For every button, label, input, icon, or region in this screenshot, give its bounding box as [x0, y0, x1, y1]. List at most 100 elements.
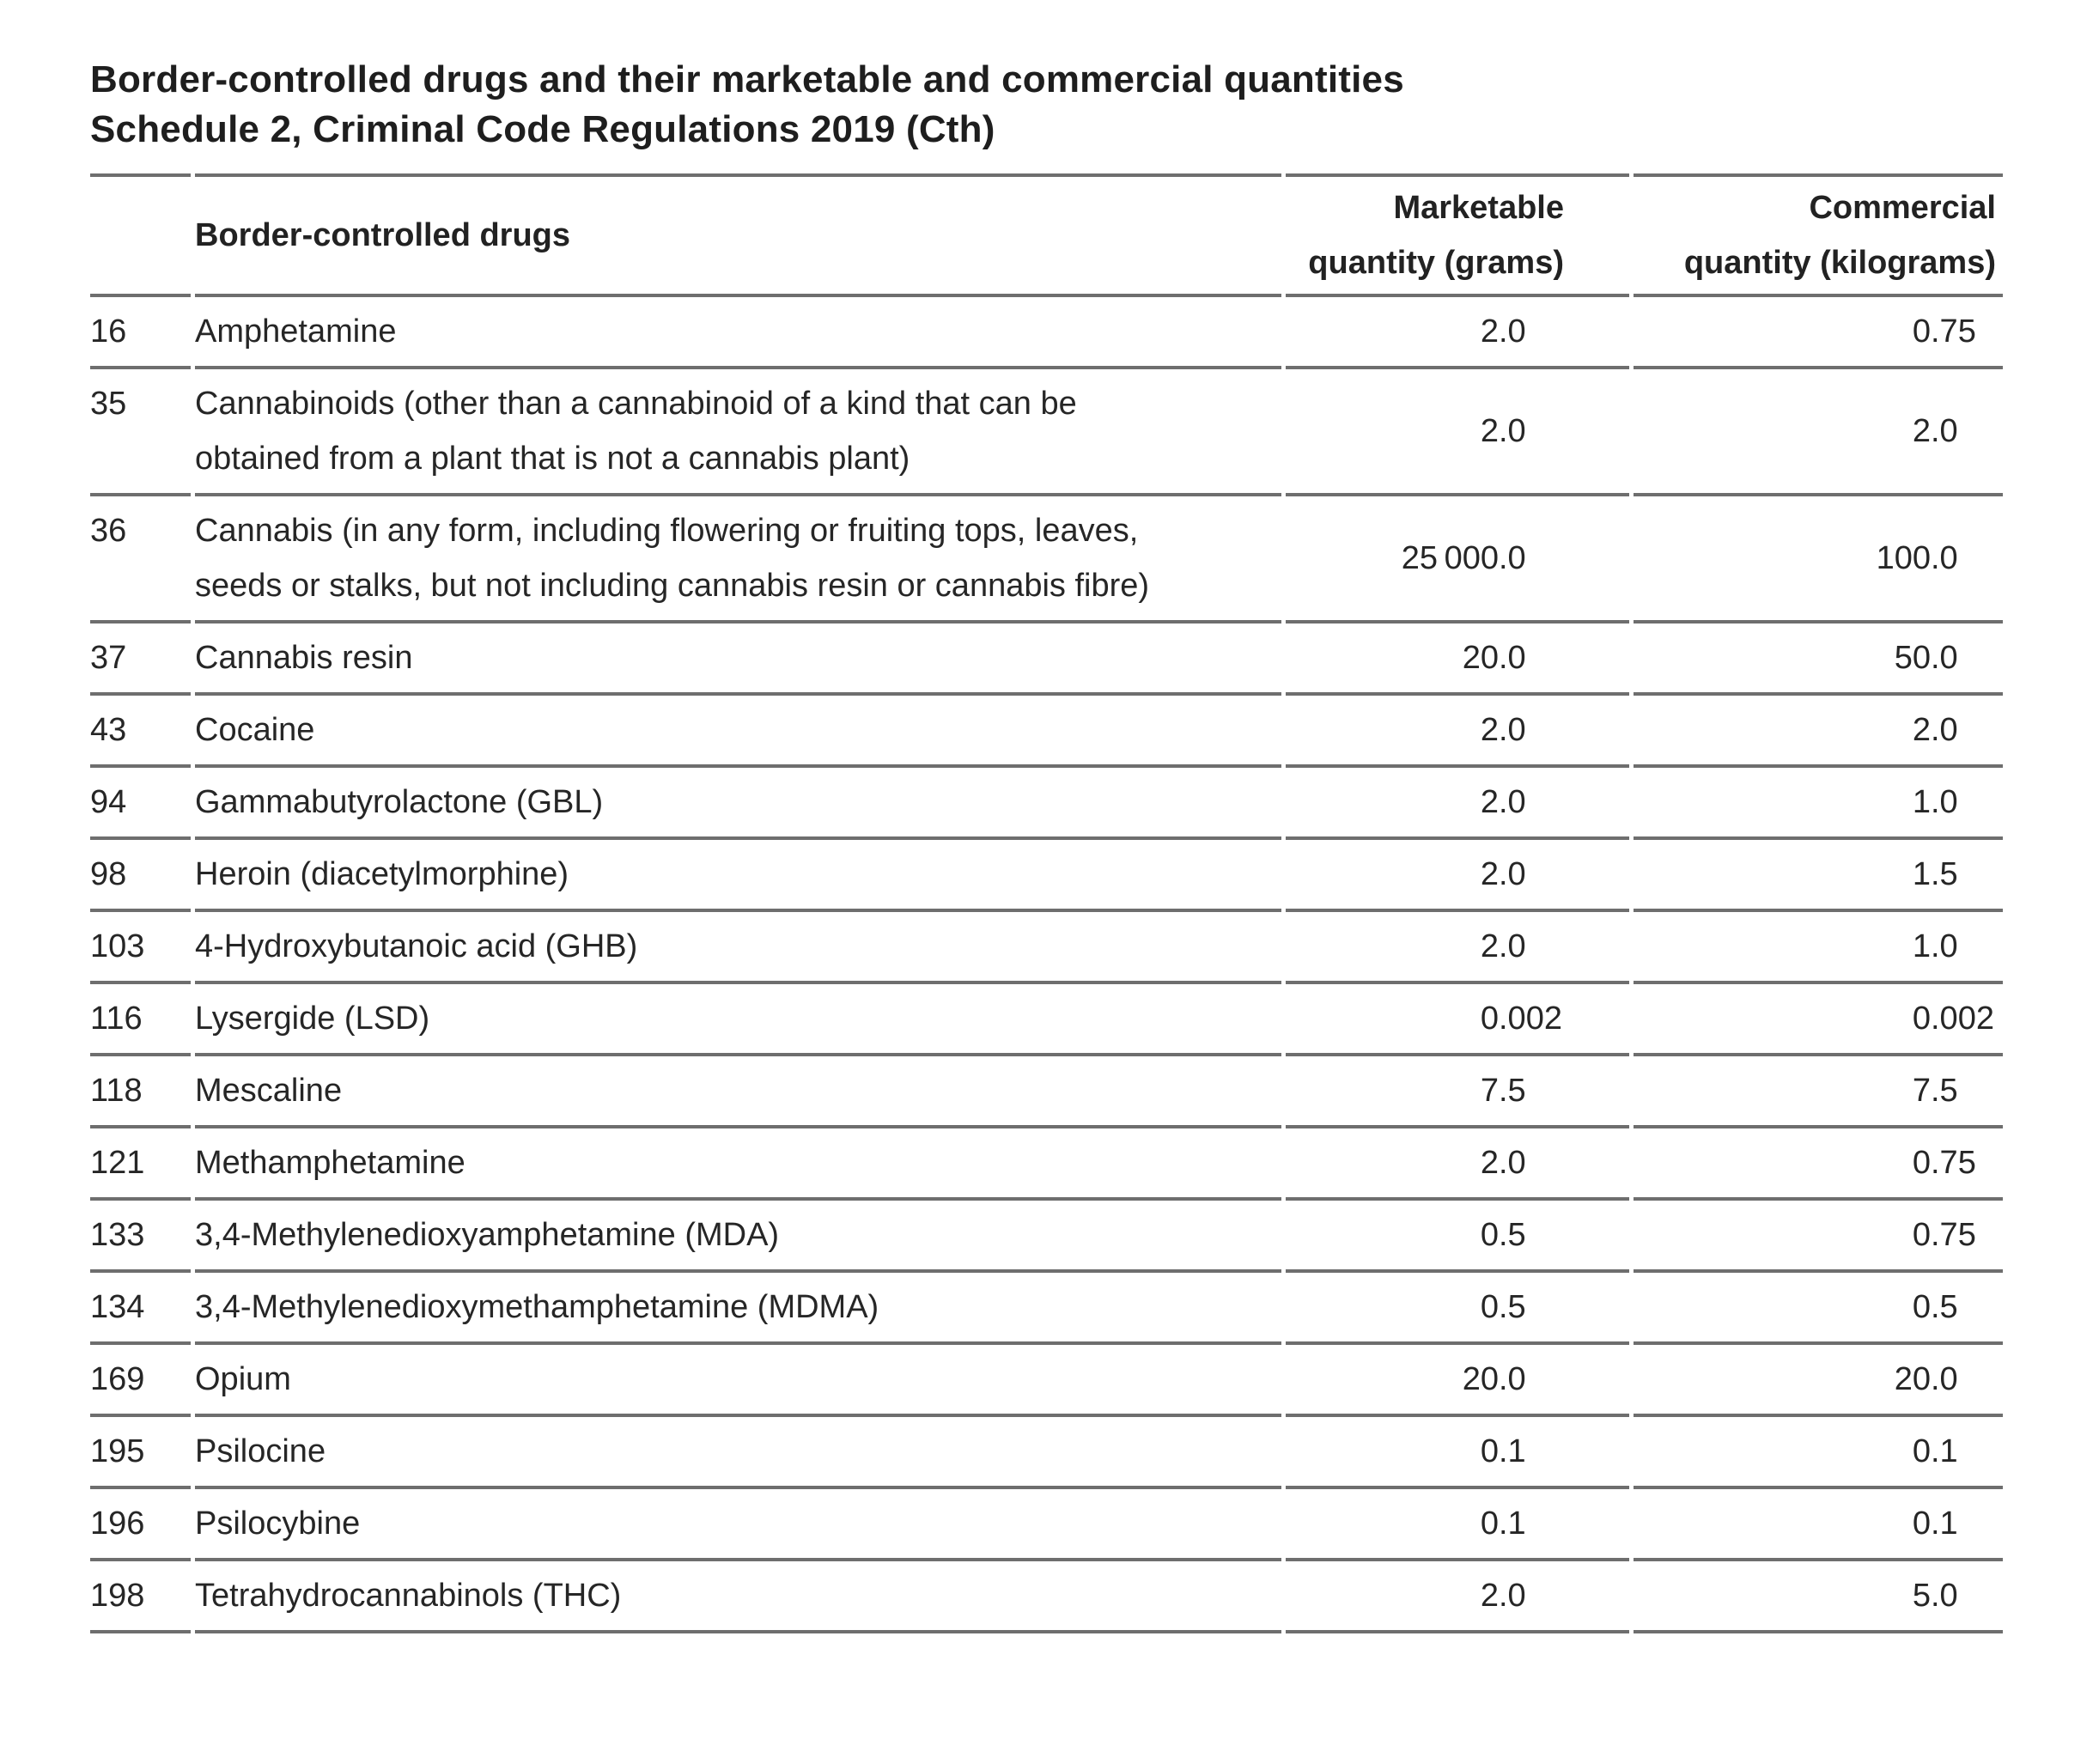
table-row: 37 Cannabis resin 20.0 50.0 [90, 623, 2003, 696]
marketable-quantity-cell: 20.0 [1286, 1345, 1629, 1417]
page-subtitle: Schedule 2, Criminal Code Regulations 20… [90, 108, 995, 150]
quantity-value: 0.75 [1912, 1217, 1976, 1253]
drug-code-cell: 43 [90, 696, 191, 768]
quantity-value: 0.002 [1480, 1001, 1562, 1037]
table-row: 133 3,4-Methylenedioxyamphetamine (MDA) 0.… [90, 1201, 2003, 1273]
table-row: 116 Lysergide (LSD) 0.002 0.002 [90, 984, 2003, 1056]
table-row: 195 Psilocine 0.1 0.1 [90, 1417, 2003, 1489]
marketable-quantity-cell: 2.0 [1286, 369, 1629, 496]
drug-name-cell: Psilocine [195, 1417, 1281, 1489]
quantity-value: 2.0 [1480, 1578, 1526, 1614]
drug-code-cell: 133 [90, 1201, 191, 1273]
drug-code-cell: 35 [90, 369, 191, 496]
drug-code-cell: 37 [90, 623, 191, 696]
drug-name-cell: Amphetamine [195, 297, 1281, 369]
quantity-value: 25 000.0 [1401, 540, 1526, 576]
quantity-value: 2.0 [1480, 413, 1526, 449]
drug-name-cell: Methamphetamine [195, 1128, 1281, 1201]
quantity-value: 7.5 [1912, 1073, 1958, 1109]
marketable-quantity-cell: 2.0 [1286, 297, 1629, 369]
table-row: 16 Amphetamine 2.0 0.75 [90, 297, 2003, 369]
drug-name-cell: Cocaine [195, 696, 1281, 768]
quantity-value: 0.75 [1912, 313, 1976, 350]
marketable-quantity-cell: 20.0 [1286, 623, 1629, 696]
drug-name-cell: Cannabis resin [195, 623, 1281, 696]
drug-name-cell: Psilocybine [195, 1489, 1281, 1561]
commercial-quantity-cell: 0.1 [1634, 1489, 2003, 1561]
quantity-value: 0.1 [1480, 1505, 1526, 1542]
marketable-quantity-cell: 2.0 [1286, 912, 1629, 984]
quantity-value: 2.0 [1480, 313, 1526, 350]
drug-code-cell: 98 [90, 840, 191, 912]
quantity-value: 0.1 [1912, 1505, 1958, 1542]
table-row: 35 Cannabinoids (other than a cannabinoid… [90, 369, 2003, 496]
quantity-value: 0.5 [1912, 1289, 1958, 1325]
table-body: 16 Amphetamine 2.0 0.75 35 Cannabinoids (othe… [90, 297, 2003, 1633]
drug-code-cell: 36 [90, 496, 191, 623]
header-code-column [90, 173, 191, 297]
drug-name-cell: Mescaline [195, 1056, 1281, 1128]
quantity-value: 0.1 [1480, 1433, 1526, 1469]
commercial-quantity-cell: 0.75 [1634, 1128, 2003, 1201]
marketable-quantity-cell: 0.002 [1286, 984, 1629, 1056]
drug-name-cell: Gammabutyrolactone (GBL) [195, 768, 1281, 840]
commercial-quantity-cell: 1.5 [1634, 840, 2003, 912]
quantity-value: 0.5 [1480, 1217, 1526, 1253]
table-header-row: Border-controlled drugs Marketable quant… [90, 173, 2003, 297]
marketable-quantity-cell: 2.0 [1286, 1561, 1629, 1633]
quantity-value: 1.0 [1912, 928, 1958, 964]
quantity-value: 1.0 [1912, 784, 1958, 820]
drug-name-cell: Lysergide (LSD) [195, 984, 1281, 1056]
drug-name-cell: Heroin (diacetylmorphine) [195, 840, 1281, 912]
quantity-value: 20.0 [1894, 1361, 1958, 1397]
drug-name-cell: 3,4-Methylenedioxyamphetamine (MDA) [195, 1201, 1281, 1273]
table-row: 198 Tetrahydrocannabinols (THC) 2.0 5.0 [90, 1561, 2003, 1633]
table-row: 103 4-Hydroxybutanoic acid (GHB) 2.0 1.0 [90, 912, 2003, 984]
drug-code-cell: 16 [90, 297, 191, 369]
page-title: Border-controlled drugs and their market… [90, 58, 1404, 100]
marketable-quantity-cell: 2.0 [1286, 696, 1629, 768]
commercial-quantity-cell: 1.0 [1634, 912, 2003, 984]
commercial-quantity-cell: 0.5 [1634, 1273, 2003, 1345]
quantity-value: 100.0 [1876, 540, 1958, 576]
quantity-value: 2.0 [1480, 856, 1526, 892]
commercial-quantity-cell: 2.0 [1634, 369, 2003, 496]
quantity-value: 20.0 [1462, 1361, 1526, 1397]
commercial-quantity-cell: 7.5 [1634, 1056, 2003, 1128]
quantity-value: 0.5 [1480, 1289, 1526, 1325]
table-row: 169 Opium 20.0 20.0 [90, 1345, 2003, 1417]
header-border-controlled-drugs: Border-controlled drugs [195, 173, 1281, 297]
commercial-quantity-cell: 1.0 [1634, 768, 2003, 840]
table-row: 43 Cocaine 2.0 2.0 [90, 696, 2003, 768]
quantity-value: 0.75 [1912, 1145, 1976, 1181]
table-row: 118 Mescaline 7.5 7.5 [90, 1056, 2003, 1128]
drug-code-cell: 195 [90, 1417, 191, 1489]
table-row: 196 Psilocybine 0.1 0.1 [90, 1489, 2003, 1561]
commercial-quantity-cell: 2.0 [1634, 696, 2003, 768]
quantity-value: 0.1 [1912, 1433, 1958, 1469]
drug-code-cell: 169 [90, 1345, 191, 1417]
commercial-quantity-cell: 0.75 [1634, 297, 2003, 369]
commercial-quantity-cell: 0.75 [1634, 1201, 2003, 1273]
drug-code-cell: 116 [90, 984, 191, 1056]
drug-name-cell: Tetrahydrocannabinols (THC) [195, 1561, 1281, 1633]
commercial-quantity-cell: 50.0 [1634, 623, 2003, 696]
header-marketable-quantity: Marketable quantity (grams) [1286, 173, 1629, 297]
drug-code-cell: 121 [90, 1128, 191, 1201]
header-commercial-quantity: Commercial quantity (kilograms) [1634, 173, 2003, 297]
commercial-quantity-cell: 20.0 [1634, 1345, 2003, 1417]
table-row: 94 Gammabutyrolactone (GBL) 2.0 1.0 [90, 768, 2003, 840]
drug-quantities-table: Border-controlled drugs Marketable quant… [86, 173, 2007, 1633]
quantity-value: 2.0 [1912, 712, 1958, 748]
drug-code-cell: 94 [90, 768, 191, 840]
drug-name-cell: Cannabis (in any form, including floweri… [195, 496, 1281, 623]
quantity-value: 50.0 [1894, 640, 1958, 676]
quantity-value: 2.0 [1480, 784, 1526, 820]
drug-name-cell: Opium [195, 1345, 1281, 1417]
quantity-value: 2.0 [1912, 413, 1958, 449]
table-row: 98 Heroin (diacetylmorphine) 2.0 1.5 [90, 840, 2003, 912]
marketable-quantity-cell: 2.0 [1286, 768, 1629, 840]
table-row: 134 3,4-Methylenedioxymethamphetamine (MD… [90, 1273, 2003, 1345]
commercial-quantity-cell: 0.1 [1634, 1417, 2003, 1489]
drug-code-cell: 134 [90, 1273, 191, 1345]
